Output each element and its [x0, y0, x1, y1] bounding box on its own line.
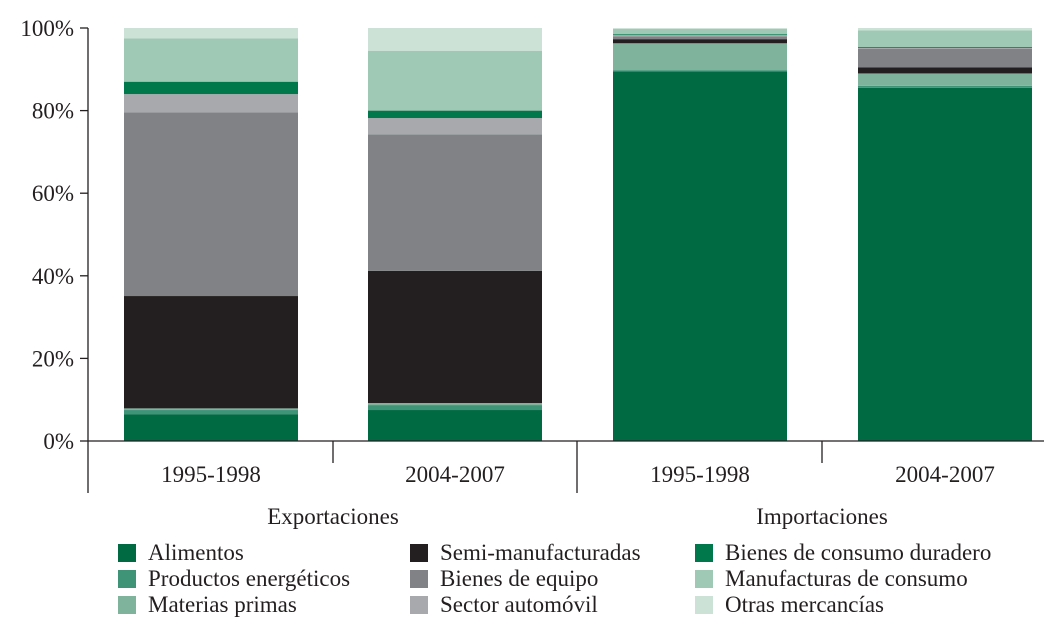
bar-segment — [858, 67, 1032, 74]
bar-segment — [613, 34, 787, 36]
bar-segment — [858, 30, 1032, 47]
legend-swatch — [118, 570, 136, 588]
bar-segment — [613, 28, 787, 29]
legend-label: Productos energéticos — [148, 566, 350, 591]
legend-swatch — [695, 570, 713, 588]
legend-label: Sector automóvil — [440, 592, 598, 617]
x-tick-label: 1995-1998 — [161, 462, 261, 487]
legend-swatch — [410, 596, 428, 614]
bar-segment — [613, 71, 787, 442]
y-tick-label: 40% — [32, 264, 74, 289]
bar-segment — [613, 70, 787, 72]
bar-segment — [858, 73, 1032, 86]
bar-segment — [858, 46, 1032, 48]
bar-segment — [613, 35, 787, 37]
x-tick-label: 1995-1998 — [650, 462, 750, 487]
bar-segment — [368, 134, 542, 271]
legend-label: Manufacturas de consumo — [725, 566, 968, 591]
legend-swatch — [410, 570, 428, 588]
bar-segment — [368, 270, 542, 404]
x-tick-label: 2004-2007 — [895, 462, 995, 487]
bar-segment — [858, 28, 1032, 31]
labels-layer: 0% 20% 40% 60% 80% 100% 1995-1998 2004-2007 1995… — [20, 16, 995, 529]
y-tick-label: 100% — [20, 16, 74, 41]
bar-segment — [124, 414, 298, 441]
legend-swatch — [118, 596, 136, 614]
legend-swatch — [695, 544, 713, 562]
bar-segment — [858, 47, 1032, 49]
bar-segment — [368, 110, 542, 119]
bar-segment — [124, 94, 298, 113]
bar-segment — [124, 408, 298, 411]
legend: Alimentos Semi-manufacturadas Bienes de co… — [118, 540, 991, 617]
legend-label: Otras mercancías — [725, 592, 884, 617]
group-label: Importaciones — [756, 504, 888, 529]
bar-segment — [368, 50, 542, 111]
bar-segment — [858, 48, 1032, 68]
bar-segment — [858, 85, 1032, 88]
bar-segment — [124, 38, 298, 82]
legend-label: Bienes de consumo duradero — [725, 540, 991, 565]
bar-segment — [613, 39, 787, 44]
bar-segment — [368, 403, 542, 406]
bar-segment — [124, 296, 298, 409]
legend-swatch — [118, 544, 136, 562]
x-tick-label: 2004-2007 — [405, 462, 505, 487]
bar-segment — [124, 81, 298, 95]
bar-segment — [368, 28, 542, 51]
legend-swatch — [695, 596, 713, 614]
bars-layer — [124, 28, 1032, 442]
bar-segment — [368, 405, 542, 411]
bar-segment — [124, 112, 298, 297]
axes-layer — [80, 27, 1044, 493]
bar-segment — [368, 118, 542, 135]
legend-label: Semi-manufacturadas — [440, 540, 641, 565]
group-label: Exportaciones — [267, 504, 399, 529]
legend-label: Materias primas — [148, 592, 297, 617]
bar-segment — [124, 410, 298, 415]
bar-segment — [613, 36, 787, 40]
bar-segment — [613, 43, 787, 71]
y-tick-label: 0% — [43, 429, 74, 454]
bar-segment — [368, 410, 542, 441]
bar-segment — [858, 87, 1032, 441]
bar-segment — [613, 28, 787, 35]
legend-label: Bienes de equipo — [440, 566, 598, 591]
bar-segment — [124, 28, 298, 39]
y-tick-label: 80% — [32, 99, 74, 124]
legend-label: Alimentos — [148, 540, 244, 565]
y-tick-label: 20% — [32, 346, 74, 371]
legend-swatch — [410, 544, 428, 562]
y-tick-label: 60% — [32, 181, 74, 206]
